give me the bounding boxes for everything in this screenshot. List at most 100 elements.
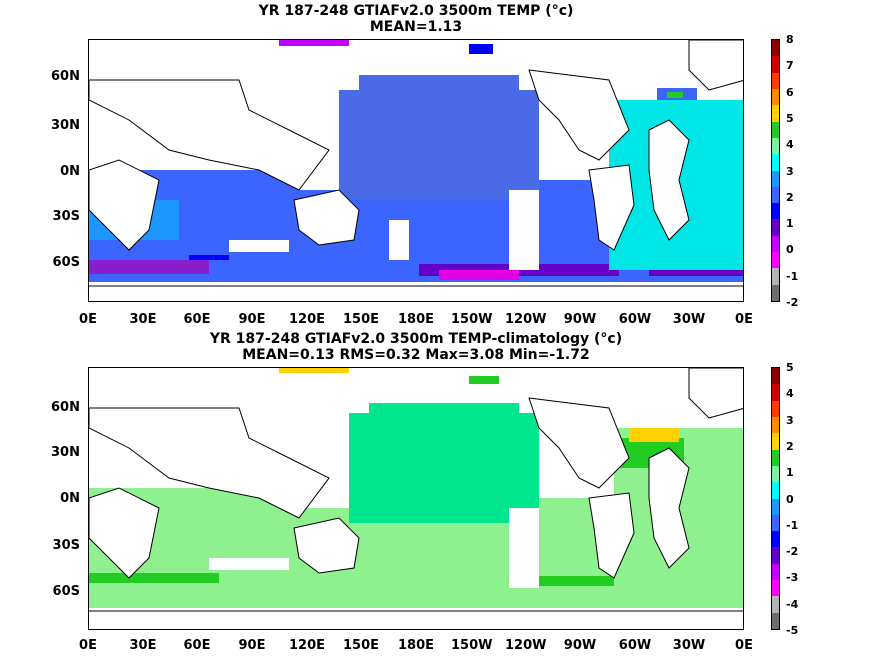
panel2-lat-label-60n: 60N: [51, 400, 80, 415]
panel1-lon-label: 0E: [79, 312, 97, 327]
panel2-lat-label-30n: 30N: [51, 445, 80, 460]
panel1-lon-label: 30E: [129, 312, 157, 327]
colorbar-tick-label: -1: [786, 518, 799, 532]
colorbar-tick-label: -4: [786, 597, 799, 611]
panel1-title-line1: YR 187-248 GTIAFv2.0 3500m TEMP (°c): [258, 3, 574, 19]
panel2-map: [88, 367, 744, 630]
panel2-lon-label: 120W: [505, 638, 547, 653]
panel2-lon-label: 150W: [451, 638, 493, 653]
colorbar-tick-label: 1: [786, 466, 794, 480]
colorbar-segment: [772, 56, 779, 73]
colorbar-segment: [772, 498, 779, 515]
colorbar-segment: [772, 514, 779, 532]
colorbar-tick-label: 3: [786, 413, 794, 427]
colorbar-segment: [772, 449, 779, 466]
colorbar-segment: [772, 170, 779, 187]
panel2-lon-label: 0E: [79, 638, 97, 653]
colorbar-segment: [772, 368, 779, 385]
colorbar-tick-label: 8: [786, 33, 794, 46]
colorbar-segment: [772, 203, 779, 220]
colorbar-segment: [772, 612, 779, 629]
colorbar-tick-label: 0: [786, 492, 794, 506]
panel2-lat-label-0n: 0N: [60, 491, 80, 506]
panel2-map-field: [89, 368, 743, 629]
colorbar-tick-label: 0: [786, 243, 794, 257]
colorbar-segment: [772, 465, 779, 483]
colorbar-segment: [772, 137, 779, 155]
colorbar-segment: [772, 416, 779, 434]
colorbar-tick-label: -1: [786, 269, 799, 283]
panel1-lat-label-60n: 60N: [51, 69, 80, 84]
panel2-lon-label: 60E: [183, 638, 211, 653]
colorbar-tick-label: 4: [786, 138, 794, 152]
panel1-lon-label: 90E: [238, 312, 266, 327]
panel2-lon-label: 150E: [342, 638, 380, 653]
colorbar-tick-label: 5: [786, 361, 794, 374]
panel1-map-field: [89, 40, 743, 301]
colorbar-segment: [772, 252, 779, 269]
colorbar-segment: [772, 433, 779, 450]
panel2-lon-label: 90E: [238, 638, 266, 653]
colorbar-tick-label: 4: [786, 387, 794, 401]
panel2-lat-label-60s: 60S: [52, 584, 80, 599]
panel1-lat-label-0n: 0N: [60, 164, 80, 179]
panel1-lon-label: 120E: [288, 312, 326, 327]
colorbar-segment: [772, 186, 779, 204]
colorbar-tick-label: -3: [786, 571, 799, 585]
colorbar-segment: [772, 284, 779, 301]
colorbar-tick-label: -2: [786, 545, 799, 559]
colorbar-segment: [772, 482, 779, 499]
colorbar-segment: [772, 547, 779, 564]
colorbar-segment: [772, 596, 779, 613]
panel1-lon-label: 150W: [451, 312, 493, 327]
colorbar-tick-label: 6: [786, 85, 794, 99]
panel1-lon-label: 60W: [618, 312, 652, 327]
colorbar-tick-label: -2: [786, 296, 799, 309]
panel1-colorbar: [771, 39, 780, 302]
colorbar-segment: [772, 154, 779, 171]
panel2-lon-label: 30W: [672, 638, 706, 653]
colorbar-segment: [772, 580, 779, 597]
panel1-lon-label: 120W: [505, 312, 547, 327]
colorbar-tick-label: 2: [786, 439, 794, 453]
panel2-lon-label: 120E: [288, 638, 326, 653]
panel2-lon-label: 30E: [129, 638, 157, 653]
colorbar-segment: [772, 268, 779, 285]
panel1-lon-label: 0E: [735, 312, 753, 327]
panel2-colorbar: [771, 367, 780, 630]
panel1-map: [88, 39, 744, 302]
colorbar-segment: [772, 531, 779, 548]
colorbar-tick-label: 2: [786, 190, 794, 204]
colorbar-segment: [772, 88, 779, 106]
panel1-lon-label: 150E: [342, 312, 380, 327]
panel1-title-line2: MEAN=1.13: [369, 19, 463, 35]
panel2-lat-label-30s: 30S: [52, 538, 80, 553]
panel1-lat-label-60s: 60S: [52, 255, 80, 270]
colorbar-segment: [772, 121, 779, 138]
colorbar-segment: [772, 563, 779, 581]
panel1-lat-label-30s: 30S: [52, 209, 80, 224]
panel2-lon-label: 180E: [397, 638, 435, 653]
panel2-title-line2: MEAN=0.13 RMS=0.32 Max=3.08 Min=-1.72: [242, 347, 590, 363]
panel2-lon-label: 0E: [735, 638, 753, 653]
panel1-lon-label: 30W: [672, 312, 706, 327]
colorbar-tick-label: 3: [786, 164, 794, 178]
colorbar-tick-label: -5: [786, 624, 799, 637]
colorbar-segment: [772, 72, 779, 89]
panel1-lon-label: 180E: [397, 312, 435, 327]
colorbar-tick-label: 1: [786, 217, 794, 231]
colorbar-segment: [772, 219, 779, 236]
panel2-lon-label: 90W: [563, 638, 597, 653]
panel1-lon-label: 60E: [183, 312, 211, 327]
colorbar-segment: [772, 235, 779, 253]
colorbar-segment: [772, 105, 779, 122]
panel1-lat-label-30n: 30N: [51, 118, 80, 133]
panel2-lon-label: 60W: [618, 638, 652, 653]
colorbar-segment: [772, 384, 779, 401]
colorbar-tick-label: 5: [786, 111, 794, 125]
colorbar-segment: [772, 400, 779, 417]
colorbar-tick-label: 7: [786, 59, 794, 73]
panel1-lon-label: 90W: [563, 312, 597, 327]
panel2-title-line1: YR 187-248 GTIAFv2.0 3500m TEMP-climatol…: [209, 331, 623, 347]
colorbar-segment: [772, 40, 779, 57]
